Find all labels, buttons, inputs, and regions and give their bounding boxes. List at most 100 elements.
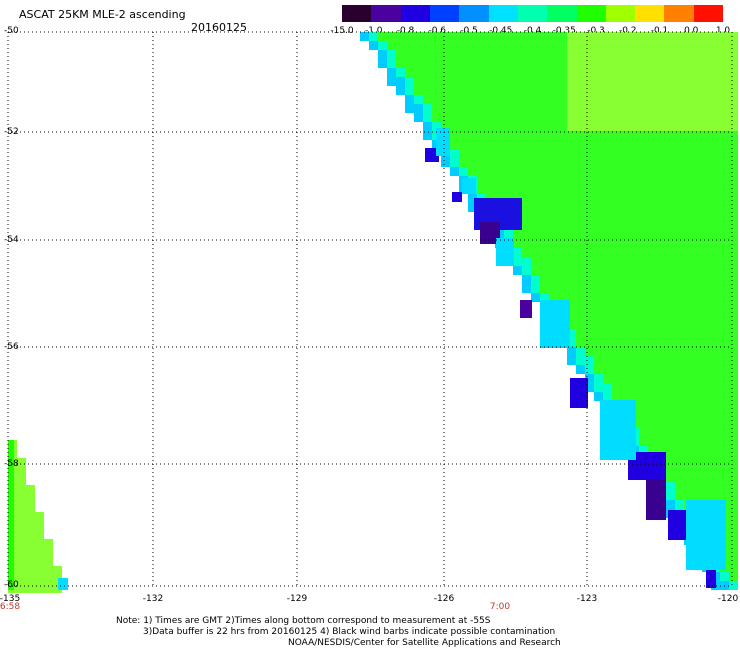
swath-cell [648, 131, 657, 140]
swath-cell [720, 167, 729, 176]
colorbar-label: -0.8 [396, 26, 415, 36]
swath-cell [702, 212, 711, 221]
swath-cell [630, 77, 639, 86]
swath-cell [603, 257, 612, 266]
swath-cell [639, 41, 648, 50]
swath-cell [702, 338, 711, 347]
swath-cell [603, 41, 612, 50]
swath-cell [513, 50, 522, 59]
swath-cell [540, 293, 549, 302]
swath-cell [720, 302, 729, 311]
swath-cell [711, 212, 720, 221]
swath-cell [693, 257, 702, 266]
swath-cell [702, 266, 711, 275]
swath-cell [666, 356, 675, 365]
swath-cell [702, 122, 711, 131]
swath-cell [549, 77, 558, 86]
swath-cell [657, 167, 666, 176]
swath-cell [675, 455, 684, 464]
swath-cell [729, 518, 738, 527]
swath-cell [576, 41, 585, 50]
swath-cell [639, 50, 648, 59]
swath-cell [549, 140, 558, 149]
lon-label: -135 [0, 594, 21, 604]
swath-edge-cell [540, 300, 570, 348]
swath-cell [648, 149, 657, 158]
swath-cell [675, 221, 684, 230]
swath-cell [729, 419, 738, 428]
swath-cell [567, 248, 576, 257]
swath-cell [729, 482, 738, 491]
swath-cell [702, 392, 711, 401]
swath-cell [558, 59, 567, 68]
swath-cell [459, 95, 468, 104]
swath-edge-cell [686, 500, 726, 570]
swath-cell [585, 68, 594, 77]
swath-cell [603, 185, 612, 194]
swath-cell [612, 338, 621, 347]
swath-cell [657, 374, 666, 383]
swath-cell [693, 230, 702, 239]
swath-cell [585, 221, 594, 230]
swath-cell [468, 194, 477, 203]
swath-cell [513, 140, 522, 149]
swath-cell [567, 104, 576, 113]
swath-cell [693, 491, 702, 500]
lat-label: -60 [4, 580, 19, 590]
swath-cell [675, 248, 684, 257]
swath-cell [594, 77, 603, 86]
swath-cell [693, 482, 702, 491]
swath-cell [657, 68, 666, 77]
swath-cell [540, 50, 549, 59]
colorbar-swatch [605, 5, 636, 22]
contamination-cell [570, 378, 588, 408]
swath-cell [630, 50, 639, 59]
swath-cell [657, 86, 666, 95]
swath-cell [639, 401, 648, 410]
swath-cell [666, 374, 675, 383]
swath-cell [576, 158, 585, 167]
swath-cell [666, 491, 675, 500]
swath-cell [657, 329, 666, 338]
swath-cell [495, 77, 504, 86]
colorbar-label: -0.6 [428, 26, 447, 36]
swath-cell [35, 584, 44, 593]
swath-cell [702, 59, 711, 68]
swath-cell [621, 185, 630, 194]
swath-cell [621, 338, 630, 347]
swath-cell [495, 95, 504, 104]
swath-cell [702, 50, 711, 59]
swath-cell [711, 383, 720, 392]
swath-cell [729, 59, 738, 68]
swath-cell [648, 32, 657, 41]
swath-cell [522, 212, 531, 221]
swath-cell [684, 194, 693, 203]
swath-cell [522, 239, 531, 248]
swath-cell [711, 95, 720, 104]
swath-cell [35, 539, 44, 548]
swath-cell [495, 185, 504, 194]
swath-cell [675, 482, 684, 491]
swath-cell [504, 32, 513, 41]
swath-cell [432, 50, 441, 59]
swath-cell [585, 185, 594, 194]
swath-cell [684, 59, 693, 68]
swath-cell [684, 284, 693, 293]
swath-cell [603, 347, 612, 356]
swath-cell [720, 77, 729, 86]
swath-cell [639, 419, 648, 428]
swath-cell [486, 158, 495, 167]
swath-cell [648, 347, 657, 356]
swath-cell [675, 194, 684, 203]
swath-cell [450, 149, 459, 158]
swath-cell [594, 320, 603, 329]
swath-cell [594, 329, 603, 338]
swath-cell [675, 266, 684, 275]
swath-cell [720, 194, 729, 203]
swath-cell [702, 383, 711, 392]
swath-cell [558, 131, 567, 140]
swath-cell [540, 221, 549, 230]
swath-cell [603, 140, 612, 149]
swath-cell [666, 59, 675, 68]
swath-cell [567, 230, 576, 239]
